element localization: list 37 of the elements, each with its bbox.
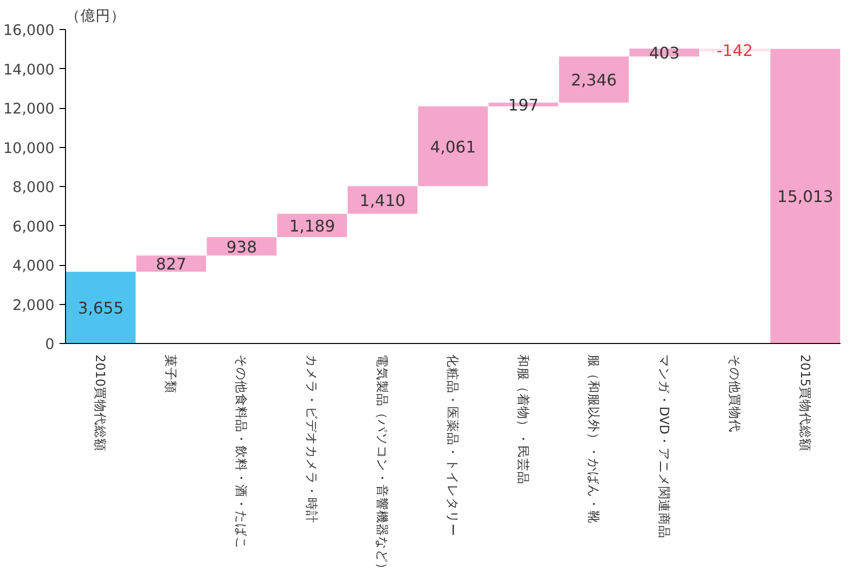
y-tick-label: 14,000: [3, 61, 55, 78]
y-axis-title: （億円）: [66, 8, 126, 24]
x-tick-label: カメラ・ビデオカメラ・時計: [304, 354, 320, 524]
data-label: 827: [156, 254, 186, 274]
data-label: 938: [226, 237, 257, 256]
x-tick-label: その他食料品・飲料・酒・たばこ: [234, 354, 250, 550]
x-tick-label: 和服（着物）・民芸品: [516, 354, 531, 484]
data-label: 1,189: [289, 216, 335, 236]
x-tick-label: 2010買物代総額: [93, 354, 108, 452]
data-label: 197: [508, 95, 539, 114]
y-tick-label: 0: [45, 336, 55, 353]
bar: [770, 48, 840, 344]
bar: [559, 56, 629, 103]
data-label: -142: [716, 41, 753, 60]
y-tick-label: 6,000: [12, 218, 55, 236]
y-tick-label: 8,000: [12, 179, 55, 196]
y-tick-label: 4,000: [12, 258, 55, 274]
y-tick-label: 10,000: [3, 140, 55, 157]
data-label: 15,013: [777, 187, 834, 206]
x-tick-label: 化粧品・医薬品・トイレタリー: [446, 354, 460, 536]
bar: [66, 272, 136, 344]
x-tick-label: マンガ・DVD・アニメ関連商品: [656, 354, 672, 538]
x-tick-label: 菓子類: [164, 354, 179, 394]
y-tick-label: 12,000: [3, 100, 55, 118]
y-tick-label: 16,000: [3, 22, 55, 39]
x-tick-label: 電気製品（パソコン・音響機器など）: [375, 354, 390, 576]
bar: [348, 186, 418, 214]
data-label: 4,061: [430, 137, 476, 156]
data-label: 1,410: [360, 190, 406, 210]
data-label: 3,655: [78, 298, 124, 318]
x-tick-label: その他買物代: [727, 354, 742, 432]
data-label: 403: [649, 44, 680, 63]
y-tick-label: 2,000: [12, 296, 55, 314]
x-tick-label: 2015買物代総額: [798, 354, 813, 452]
data-label: 2,346: [571, 70, 617, 90]
x-tick-label: 服（和服以外）・かばん・靴: [586, 354, 602, 524]
bar: [418, 106, 488, 186]
